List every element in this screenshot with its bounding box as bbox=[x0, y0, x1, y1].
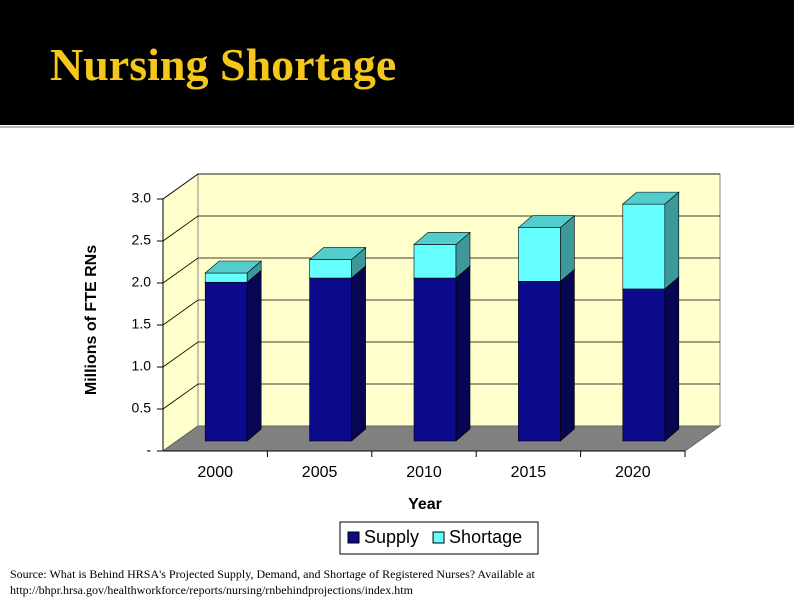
source-line: Source: What is Behind HRSA's Projected … bbox=[10, 567, 535, 581]
source-note: Source: What is Behind HRSA's Projected … bbox=[10, 566, 535, 598]
bar-front bbox=[518, 281, 561, 442]
bar-front bbox=[309, 277, 352, 442]
y-tick-label: 2.5 bbox=[132, 232, 152, 248]
legend-label: Supply bbox=[364, 527, 419, 547]
header: Nursing Shortage bbox=[0, 0, 794, 125]
bar-side bbox=[351, 265, 366, 442]
bar-side bbox=[664, 191, 680, 290]
bar-front bbox=[413, 244, 457, 279]
legend-swatch bbox=[347, 531, 360, 544]
x-tick-label: 2010 bbox=[406, 464, 442, 481]
bar-segment bbox=[413, 231, 471, 279]
y-tick-label: 0.5 bbox=[132, 400, 152, 416]
y-tick-label: 1.0 bbox=[132, 358, 152, 374]
bar-segment bbox=[308, 265, 367, 442]
x-tick-label: 2005 bbox=[302, 464, 338, 481]
bar-top bbox=[204, 260, 263, 274]
bar-side bbox=[455, 265, 471, 442]
y-tick-label: 2.0 bbox=[132, 274, 152, 290]
legend-label: Shortage bbox=[449, 527, 522, 547]
bar-segment bbox=[308, 246, 367, 279]
bar-front bbox=[622, 288, 666, 442]
bar-front bbox=[309, 259, 352, 279]
bar-front bbox=[204, 281, 248, 442]
bar-segment bbox=[517, 214, 576, 283]
x-tick-label: 2015 bbox=[511, 464, 547, 481]
source-line: http://bhpr.hrsa.gov/healthworkforce/rep… bbox=[10, 583, 413, 597]
y-tick-label: 3.0 bbox=[132, 190, 152, 206]
bar-front bbox=[518, 227, 561, 282]
bar-segment bbox=[204, 260, 263, 283]
legend-swatch bbox=[432, 531, 445, 544]
bar-segment bbox=[204, 269, 263, 442]
bar-segment bbox=[621, 276, 680, 442]
divider bbox=[0, 126, 794, 128]
slide-title: Nursing Shortage bbox=[50, 39, 397, 90]
bar-top bbox=[308, 247, 367, 260]
bar-segment bbox=[413, 265, 471, 442]
x-axis-title: Year bbox=[408, 496, 442, 513]
bar-side bbox=[664, 276, 680, 442]
bar-top bbox=[517, 215, 576, 228]
bar-top bbox=[413, 232, 471, 245]
bar-segment bbox=[517, 268, 576, 442]
bar-front bbox=[622, 203, 666, 290]
bar-front bbox=[413, 277, 457, 442]
bar-segment bbox=[621, 191, 680, 290]
y-axis-title: Millions of FTE RNs bbox=[83, 245, 100, 395]
bar-front bbox=[204, 272, 248, 283]
chart: Millions of FTE RNs Year - 0.5 1.0 1.5 2.0 2.… bbox=[83, 173, 722, 555]
bar-side bbox=[560, 268, 575, 442]
y-tick-label: 1.5 bbox=[132, 316, 152, 332]
x-tick-label: 2020 bbox=[615, 464, 651, 481]
grid-line bbox=[162, 173, 720, 200]
bar-side bbox=[246, 269, 262, 442]
y-tick-label: - bbox=[146, 442, 151, 458]
x-tick-label: 2000 bbox=[197, 464, 233, 481]
bar-top bbox=[621, 191, 680, 205]
